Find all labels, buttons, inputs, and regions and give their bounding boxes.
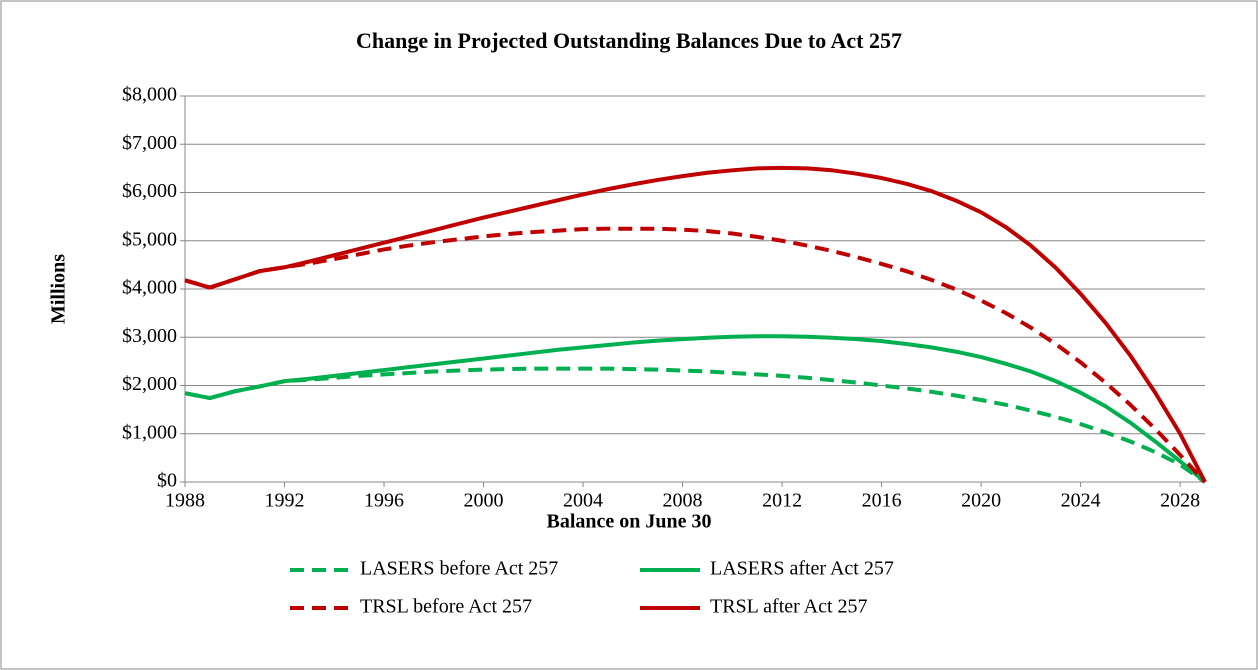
x-tick-label: 2016	[862, 490, 902, 512]
series-line	[184, 366, 1207, 484]
series-line	[184, 226, 1207, 484]
y-tick-label: $3,000	[122, 325, 177, 347]
x-tick-label: 2024	[1061, 490, 1101, 512]
x-tick-label: 2008	[663, 490, 703, 512]
x-tick-label: 2020	[961, 490, 1001, 512]
x-tick-label: 2000	[464, 490, 504, 512]
series-line	[184, 165, 1207, 483]
legend-label: TRSL after Act 257	[710, 596, 868, 618]
chart-title: Change in Projected Outstanding Balances…	[356, 28, 902, 53]
y-tick-label: $0	[157, 470, 177, 492]
x-tick-label: 2004	[563, 490, 603, 512]
y-tick-label: $1,000	[122, 421, 177, 443]
y-tick-label: $7,000	[122, 132, 177, 154]
x-tick-label: 2028	[1160, 490, 1200, 512]
x-tick-label: 1988	[165, 490, 205, 512]
x-tick-label: 2012	[762, 490, 802, 512]
y-tick-label: $6,000	[122, 180, 177, 202]
y-tick-label: $4,000	[122, 277, 177, 299]
x-tick-label: 1992	[265, 490, 305, 512]
x-axis-label: Balance on June 30	[546, 511, 711, 533]
y-tick-label: $8,000	[122, 84, 177, 106]
legend-label: TRSL before Act 257	[360, 596, 532, 618]
x-tick-label: 1996	[364, 490, 404, 512]
legend-label: LASERS after Act 257	[710, 558, 894, 580]
y-axis-label: Millions	[48, 254, 70, 324]
series-line	[184, 334, 1207, 484]
y-tick-label: $2,000	[122, 373, 177, 395]
y-tick-label: $5,000	[122, 228, 177, 250]
legend-label: LASERS before Act 257	[360, 558, 558, 580]
